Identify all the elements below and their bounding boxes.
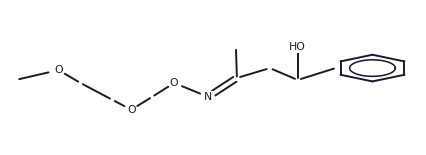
Text: HO: HO <box>289 42 306 52</box>
Text: O: O <box>170 78 178 88</box>
Text: N: N <box>204 92 212 102</box>
Text: O: O <box>127 105 135 115</box>
Text: O: O <box>54 65 63 75</box>
